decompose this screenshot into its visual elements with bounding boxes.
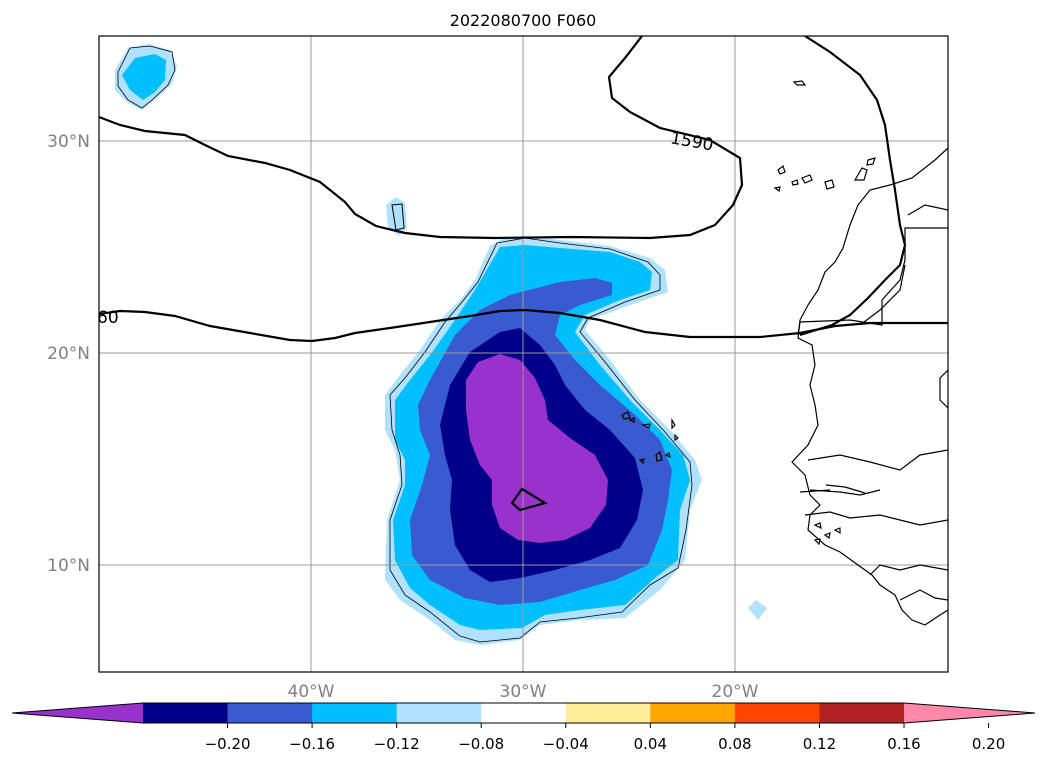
lon-label-20w: 20°W xyxy=(712,682,759,702)
lon-labels: 40°W 30°W 20°W xyxy=(288,682,759,702)
colorbar-tick-label: −0.16 xyxy=(289,735,335,753)
lat-label-20n: 20°N xyxy=(47,344,90,364)
lat-label-10n: 10°N xyxy=(47,556,90,576)
lon-label-40w: 40°W xyxy=(288,682,335,702)
contour-small-36w xyxy=(391,203,405,231)
map-frame xyxy=(98,35,949,673)
lon-label-30w: 30°W xyxy=(500,682,547,702)
colorbar-bin xyxy=(143,703,229,723)
colorbar-bin xyxy=(312,703,398,723)
fill-nw-blob-inner xyxy=(122,54,166,100)
map-title: 2022080700 F060 xyxy=(450,11,597,30)
colorbar-tick-label: 0.12 xyxy=(803,735,836,753)
colorbar-tick-label: 0.16 xyxy=(887,735,920,753)
colorbar-bin xyxy=(650,703,736,723)
colorbar-tick-label: 0.20 xyxy=(972,735,1005,753)
lat-labels: 30°N 20°N 10°N xyxy=(47,132,90,576)
height-contours xyxy=(99,36,948,512)
contour-1590-north xyxy=(99,36,744,240)
colorbar-bin xyxy=(565,703,651,723)
colorbar-tick-label: 0.04 xyxy=(634,735,667,753)
fill-purple xyxy=(466,354,608,543)
contour-1590-east xyxy=(799,36,907,337)
anomaly-outline xyxy=(389,237,693,643)
colorbar-bin xyxy=(734,703,820,723)
gridlines xyxy=(99,36,948,672)
lat-label-30n: 30°N xyxy=(47,132,90,152)
colorbar-bin xyxy=(227,703,313,723)
colorbar-tick-label: −0.08 xyxy=(458,735,504,753)
colorbar-outline xyxy=(11,702,1036,724)
colorbar-tick-label: −0.20 xyxy=(205,735,251,753)
colorbar-tick-label: −0.12 xyxy=(374,735,420,753)
colorbar-bin xyxy=(396,703,482,723)
colorbar-extend-low xyxy=(12,703,143,723)
contour-small-loop xyxy=(510,487,548,512)
colorbar-bin xyxy=(819,703,905,723)
colorbar-extend-high xyxy=(904,703,1035,723)
anomaly-fill-layer xyxy=(115,44,767,645)
contour-1560 xyxy=(99,308,948,343)
colorbar-tick-label: 0.08 xyxy=(718,735,751,753)
contour-label-60: 60 xyxy=(97,308,119,328)
colorbar: −0.20 −0.16 −0.12 −0.08 −0.04 0.04 0.08 0.12 0.1… xyxy=(11,702,1036,753)
colorbar-tick-label: −0.04 xyxy=(543,735,589,753)
fill-small-blob-19w xyxy=(748,600,767,620)
nw-blob-outline xyxy=(117,45,176,109)
coastlines xyxy=(621,80,948,626)
colorbar-bin xyxy=(481,703,567,723)
